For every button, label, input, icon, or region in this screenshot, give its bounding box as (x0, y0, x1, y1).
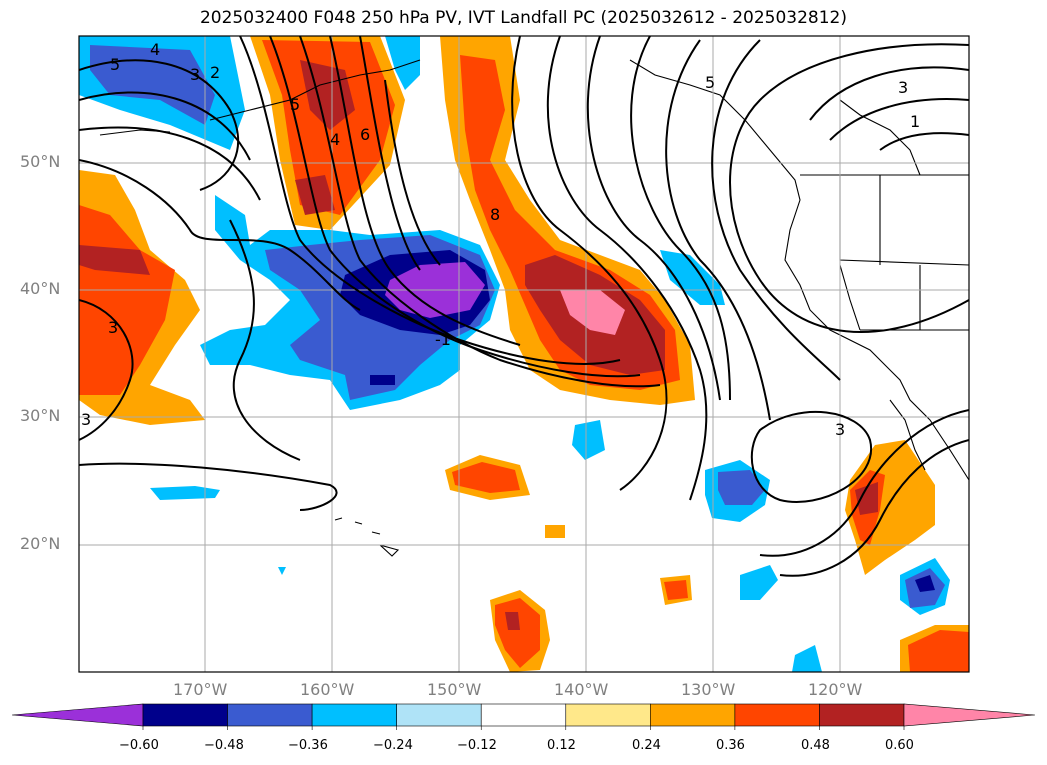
colorbar-extend-max (903, 703, 1036, 727)
contour-label: -1 (435, 330, 451, 349)
colorbar-segment (650, 703, 736, 727)
lon-label: 160°W (300, 680, 355, 699)
colorbar-tick-label: 0.12 (547, 738, 576, 753)
colorbar-tick-label: −0.60 (119, 738, 159, 753)
ivt-contours (79, 36, 969, 577)
pv-anomaly-fill (79, 36, 969, 672)
contour-label: 3 (81, 410, 91, 429)
colorbar-tick-label: −0.24 (373, 738, 413, 753)
colorbar-tick-label: 0.48 (801, 738, 830, 753)
lat-label: 20°N (20, 534, 61, 553)
lon-label: 170°W (173, 680, 228, 699)
contour-label: 8 (490, 205, 500, 224)
colorbar-segment (565, 703, 651, 727)
colorbar-tick-label: −0.36 (288, 738, 328, 753)
colorbar-segment (734, 703, 820, 727)
colorbar (11, 703, 1036, 730)
lat-label: 40°N (20, 279, 61, 298)
contour-label: 5 (290, 95, 300, 114)
colorbar-tick-label: 0.36 (716, 738, 745, 753)
contour-labels: 5 4 3 2 6 5 4 8 -1 3 5 3 1 3 3 (81, 40, 920, 439)
contour-label: 6 (360, 125, 370, 144)
contour-label: 1 (910, 112, 920, 131)
contour-label: 5 (705, 73, 715, 92)
colorbar-extend-min (11, 703, 144, 727)
lon-label: 130°W (681, 680, 736, 699)
colorbar-segment (227, 703, 313, 727)
contour-label: 4 (330, 130, 340, 149)
contour-label: 2 (210, 63, 220, 82)
lat-label: 50°N (20, 152, 61, 171)
colorbar-tick-label: 0.60 (885, 738, 914, 753)
contour-label: 3 (835, 420, 845, 439)
lat-label: 30°N (20, 406, 61, 425)
map-title: 2025032400 F048 250 hPa PV, IVT Landfall… (199, 8, 847, 28)
contour-label: 3 (898, 78, 908, 97)
contour-label: 3 (108, 318, 118, 337)
colorbar-segment (396, 703, 482, 727)
contour-label: 4 (150, 40, 160, 59)
colorbar-tick-label: 0.24 (632, 738, 661, 753)
colorbar-segment (480, 703, 567, 727)
graticule (79, 36, 969, 672)
colorbar-segment (311, 703, 397, 727)
map-frame (78, 35, 970, 673)
lon-label: 140°W (554, 680, 609, 699)
lon-label: 150°W (427, 680, 482, 699)
colorbar-segment (819, 703, 905, 727)
contour-label: 5 (110, 55, 120, 74)
lon-label: 120°W (808, 680, 863, 699)
contour-label: 3 (190, 65, 200, 84)
colorbar-tick-label: −0.48 (204, 738, 244, 753)
colorbar-segment (142, 703, 228, 727)
colorbar-tick-label: −0.12 (457, 738, 497, 753)
